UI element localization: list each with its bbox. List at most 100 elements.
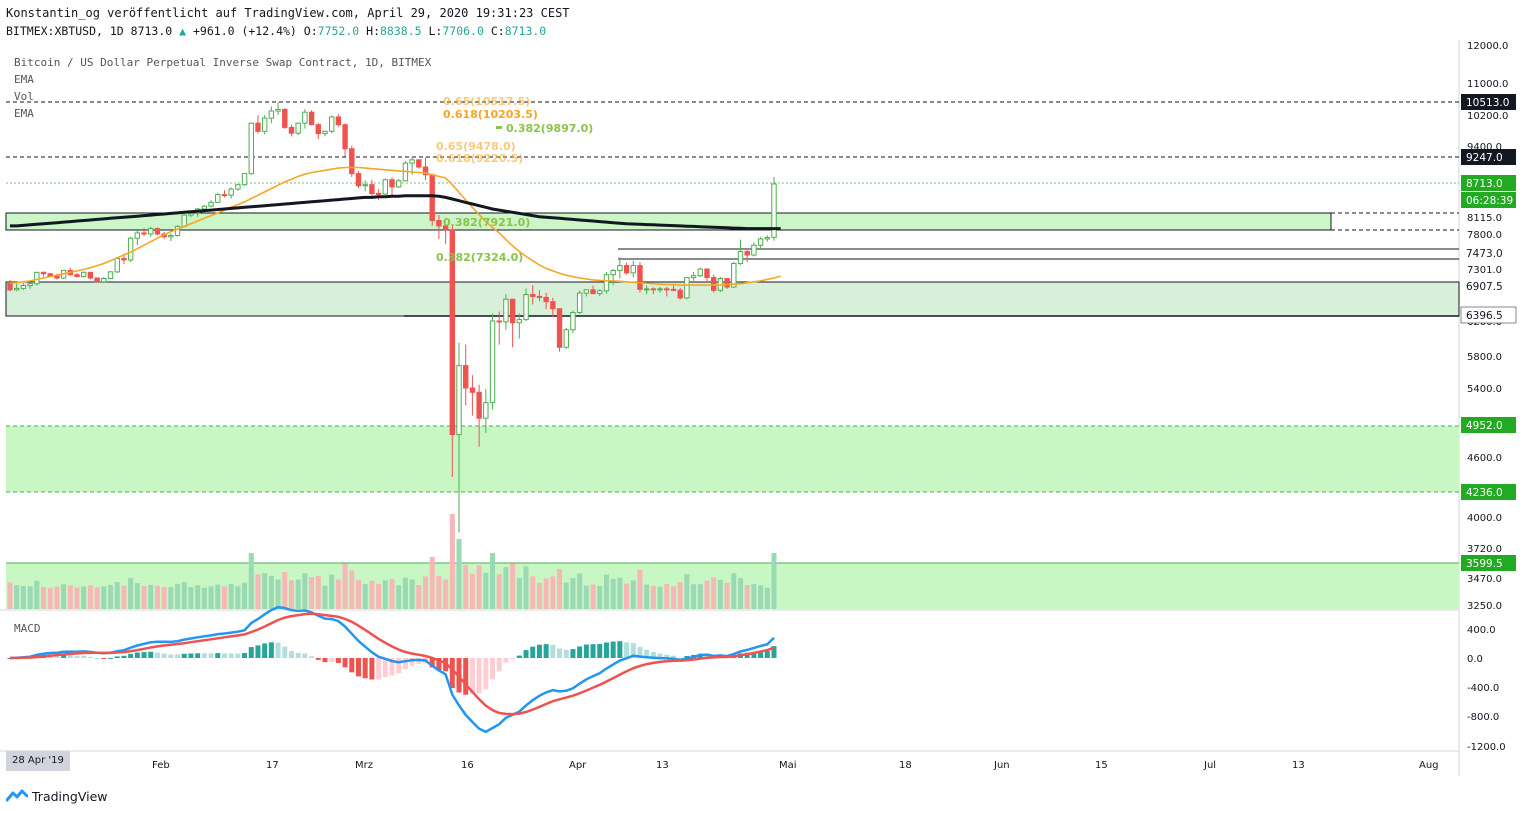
candle-body <box>603 274 610 292</box>
candle-body <box>617 265 623 271</box>
candle-body <box>456 365 462 436</box>
badge-last-price: 8713.0 <box>1466 178 1503 190</box>
macd-histogram-bar <box>516 655 522 658</box>
volume-bar <box>154 586 160 609</box>
indicator-macd[interactable]: MACD <box>14 622 41 635</box>
macd-histogram-bar <box>503 658 509 663</box>
candle-body <box>483 402 489 419</box>
volume-bar <box>27 586 33 609</box>
macd-histogram-bar <box>121 655 127 658</box>
candle-body <box>87 271 94 279</box>
volume-bar <box>208 586 214 609</box>
candle-body <box>201 205 208 210</box>
candle-body <box>576 292 583 313</box>
macd-histogram-bar <box>543 644 549 658</box>
macd-histogram-bar <box>268 642 274 658</box>
macd-histogram-bar <box>288 650 294 658</box>
change: +961.0 (+12.4%) <box>193 24 297 38</box>
volume-bar <box>315 576 321 609</box>
macd-histogram-bar <box>402 658 408 670</box>
svg-text:15: 15 <box>1095 760 1108 771</box>
candle-body <box>690 275 697 279</box>
volume-bar <box>557 568 563 609</box>
close-label: C: <box>490 24 505 38</box>
volume-bar <box>329 574 335 609</box>
macd-histogram-bar <box>577 646 583 658</box>
indicator-vol[interactable]: Vol <box>14 90 34 103</box>
fib-label-4: 0.618(9220.5) <box>436 152 523 165</box>
volume-bar <box>262 573 268 609</box>
volume-bar <box>436 576 442 609</box>
indicator-ema-1[interactable]: EMA <box>14 73 34 86</box>
fib-label-0: 0.65(10517.5) <box>443 95 530 108</box>
macd-histogram-bar <box>228 653 234 658</box>
candle-body <box>704 268 710 279</box>
svg-text:4000.0: 4000.0 <box>1467 513 1502 524</box>
macd-histogram-bar <box>134 652 140 658</box>
volume-bar <box>168 587 174 609</box>
volume-bar <box>175 583 181 609</box>
svg-text:-800.0: -800.0 <box>1467 712 1499 723</box>
candle-body <box>764 237 770 240</box>
macd-histogram-bar <box>201 653 207 658</box>
volume-bar <box>469 573 475 609</box>
macd-histogram-bar <box>389 658 395 676</box>
svg-text:Aug: Aug <box>1419 760 1439 771</box>
candle-body <box>570 311 576 331</box>
candle-body <box>349 148 355 175</box>
macd-histogram-bar <box>315 658 321 660</box>
up-arrow-icon: ▲ <box>179 24 187 38</box>
volume-bar <box>181 582 187 609</box>
tradingview-brand[interactable]: TradingView <box>6 786 108 806</box>
candle-body <box>127 237 134 261</box>
candle-body <box>7 283 13 291</box>
macd-histogram-bar <box>570 649 576 658</box>
macd-histogram-bar <box>603 642 609 658</box>
svg-text:Apr: Apr <box>569 760 587 771</box>
volume-bar <box>516 578 522 609</box>
macd-histogram-bar <box>108 657 114 659</box>
candle-body <box>643 288 650 291</box>
macd-histogram-bar <box>510 658 516 659</box>
volume-bar <box>87 585 93 609</box>
price-axis: 12000.0 11000.0 10200.0 9400.0 8115.0 78… <box>1460 41 1517 612</box>
candle-body <box>134 232 141 239</box>
volume-bar <box>121 585 127 609</box>
volume-bar <box>463 564 469 609</box>
volume-bar <box>476 565 482 609</box>
candle-body <box>228 188 234 196</box>
badge-4952: 4952.0 <box>1466 420 1503 432</box>
candle-body <box>369 184 375 195</box>
candle-body <box>757 238 764 246</box>
candle-body <box>670 288 677 291</box>
macd-histogram-bar <box>637 646 643 658</box>
volume-bar <box>74 587 80 609</box>
svg-text:18: 18 <box>899 760 912 771</box>
macd-histogram-bar <box>483 658 489 690</box>
macd-histogram-bar <box>362 658 368 679</box>
svg-text:3250.0: 3250.0 <box>1467 601 1502 612</box>
volume-bar <box>751 583 757 609</box>
volume-bar <box>610 578 616 609</box>
candle-body <box>751 244 757 256</box>
candle-body <box>650 288 657 291</box>
volume-bar <box>550 576 556 609</box>
candle-body <box>657 288 663 291</box>
macd-histogram-bar <box>54 655 60 658</box>
volume-bar <box>282 572 288 609</box>
svg-text:3470.0: 3470.0 <box>1467 574 1502 585</box>
macd-histogram-bar <box>175 654 181 658</box>
candle-body <box>442 225 449 231</box>
macd-histogram-bar <box>148 651 154 658</box>
macd-histogram-bar <box>590 644 596 658</box>
svg-text:Feb: Feb <box>152 760 170 771</box>
indicator-ema-2[interactable]: EMA <box>14 107 34 120</box>
volume-bar <box>563 582 569 609</box>
candle-body <box>14 287 20 291</box>
volume-bar <box>670 586 676 609</box>
volume-bar <box>704 580 710 609</box>
candle-body <box>101 277 107 283</box>
volume-bar <box>114 582 120 609</box>
macd-histogram-bar <box>496 658 502 672</box>
